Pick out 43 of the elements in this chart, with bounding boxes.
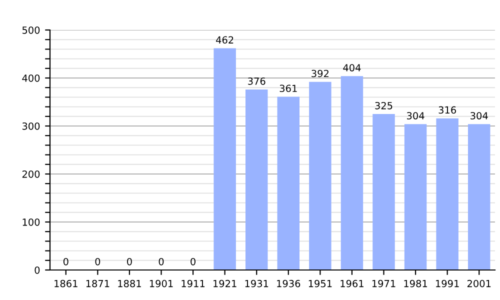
x-tick-label: 1936 — [277, 280, 300, 288]
bar — [214, 48, 236, 270]
bar — [309, 82, 332, 270]
y-tick-label: 100 — [22, 218, 40, 226]
x-tick-label: 1951 — [308, 280, 332, 288]
x-tick-label: 1901 — [150, 280, 173, 288]
x-tick-label: 1961 — [340, 280, 364, 288]
bar — [340, 76, 364, 270]
y-tick-label: 200 — [22, 170, 40, 178]
data-label: 304 — [470, 112, 488, 120]
data-label: 0 — [95, 258, 100, 266]
y-tick-label: 0 — [34, 266, 40, 274]
data-label: 0 — [158, 258, 164, 266]
x-tick-label: 1921 — [214, 280, 236, 288]
data-label: 316 — [438, 106, 456, 114]
x-tick-label: 1981 — [404, 280, 428, 288]
x-tick-label: 2001 — [467, 280, 491, 288]
data-label: 462 — [216, 36, 234, 44]
data-label: 361 — [280, 84, 297, 92]
bar — [277, 96, 300, 270]
data-label: 325 — [375, 102, 392, 110]
data-label: 404 — [343, 64, 361, 72]
bar — [245, 90, 268, 270]
y-tick-label: 300 — [22, 122, 40, 130]
bar — [436, 118, 458, 270]
bar — [468, 124, 490, 270]
data-label: 0 — [63, 258, 68, 266]
x-tick-label: 1931 — [245, 280, 268, 288]
bar — [404, 124, 427, 270]
data-label: 0 — [190, 258, 196, 266]
x-tick-label: 1861 — [54, 280, 78, 288]
x-tick-label: 1991 — [436, 280, 459, 288]
bar — [372, 114, 395, 270]
y-tick-label: 400 — [22, 74, 40, 82]
data-label: 392 — [312, 70, 328, 78]
data-label: 376 — [248, 78, 266, 85]
x-tick-label: 1871 — [86, 280, 110, 288]
x-tick-label: 1881 — [118, 280, 141, 288]
data-label: 0 — [127, 258, 132, 266]
x-tick-label: 1971 — [372, 280, 396, 288]
x-tick-label: 1911 — [182, 280, 205, 288]
data-label: 304 — [407, 112, 424, 120]
y-tick-label: 500 — [22, 26, 40, 34]
